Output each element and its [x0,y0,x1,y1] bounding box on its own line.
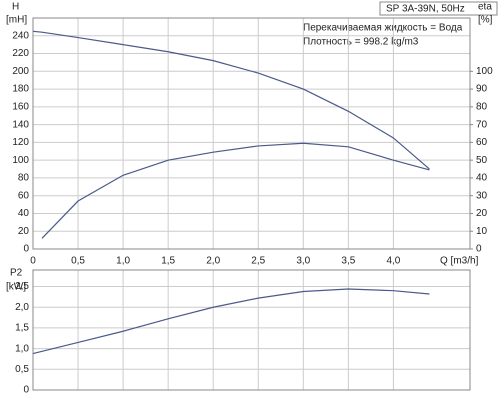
y-tick-label: 160 [12,101,29,112]
x-tick-label: 3,0 [296,256,310,267]
y2-tick-label: 10 [476,226,488,237]
y2-tick-label: 0 [476,244,482,255]
y2-tick-label: 90 [476,84,488,95]
title-box [379,1,498,16]
y-axis-unit: [mH] [6,15,27,26]
y-tick-label: 2,0 [15,302,29,313]
y-tick-label: 0 [23,244,29,255]
y-tick-label: 200 [12,66,29,77]
y-tick-label: 100 [12,155,29,166]
y-axis-title: P2 [10,268,23,279]
x-tick-label: 1,0 [116,256,130,267]
y-tick-label: 60 [18,190,30,201]
curve [41,142,430,239]
y2-tick-label: 20 [476,208,488,219]
y2-axis-title: eta [478,2,492,13]
y-tick-label: 180 [12,84,29,95]
x-tick-label: 1,5 [161,256,175,267]
y-tick-label: 1,0 [15,343,29,354]
y2-tick-label: 40 [476,173,488,184]
x-tick-label: 0 [30,256,36,267]
x-tick-label: 3,5 [341,256,355,267]
y2-tick-label: 80 [476,101,488,112]
x-tick-label: 2,5 [251,256,265,267]
y-tick-label: 240 [12,30,29,41]
y-axis-unit: [kW] [6,282,26,293]
y-axis-title: H [12,2,19,13]
y2-axis-unit: [%] [478,15,493,26]
x-axis-title: Q [m3/h] [440,256,479,267]
y-tick-label: 140 [12,119,29,130]
x-tick-label: 2,0 [206,256,220,267]
x-tick-label: 4,0 [386,256,400,267]
y-tick-label: 1,5 [15,323,29,334]
y-tick-label: 20 [18,226,30,237]
y-tick-label: 120 [12,137,29,148]
plot-frame [32,269,471,391]
curve [32,288,430,355]
y-tick-label: 40 [18,208,30,219]
x-tick-label: 0,5 [71,256,85,267]
y-tick-label: 220 [12,48,29,59]
annotation: Плотность = 998.2 kg/m3 [303,37,419,48]
curve [32,30,430,170]
y2-tick-label: 60 [476,137,488,148]
y2-tick-label: 30 [476,190,488,201]
y2-tick-label: 100 [476,66,493,77]
y-tick-label: 0,5 [15,364,29,375]
chart-title: SP 3A-39N, 50Hz [386,4,465,15]
y-tick-label: 80 [18,173,30,184]
y2-tick-label: 70 [476,119,488,130]
y2-tick-label: 50 [476,155,488,166]
y-tick-label: 0 [23,385,29,396]
y-tick-label: 2,5 [15,281,29,292]
annotation: Перекачиваемая жидкость = Вода [303,23,463,34]
plot-frame [32,17,471,250]
